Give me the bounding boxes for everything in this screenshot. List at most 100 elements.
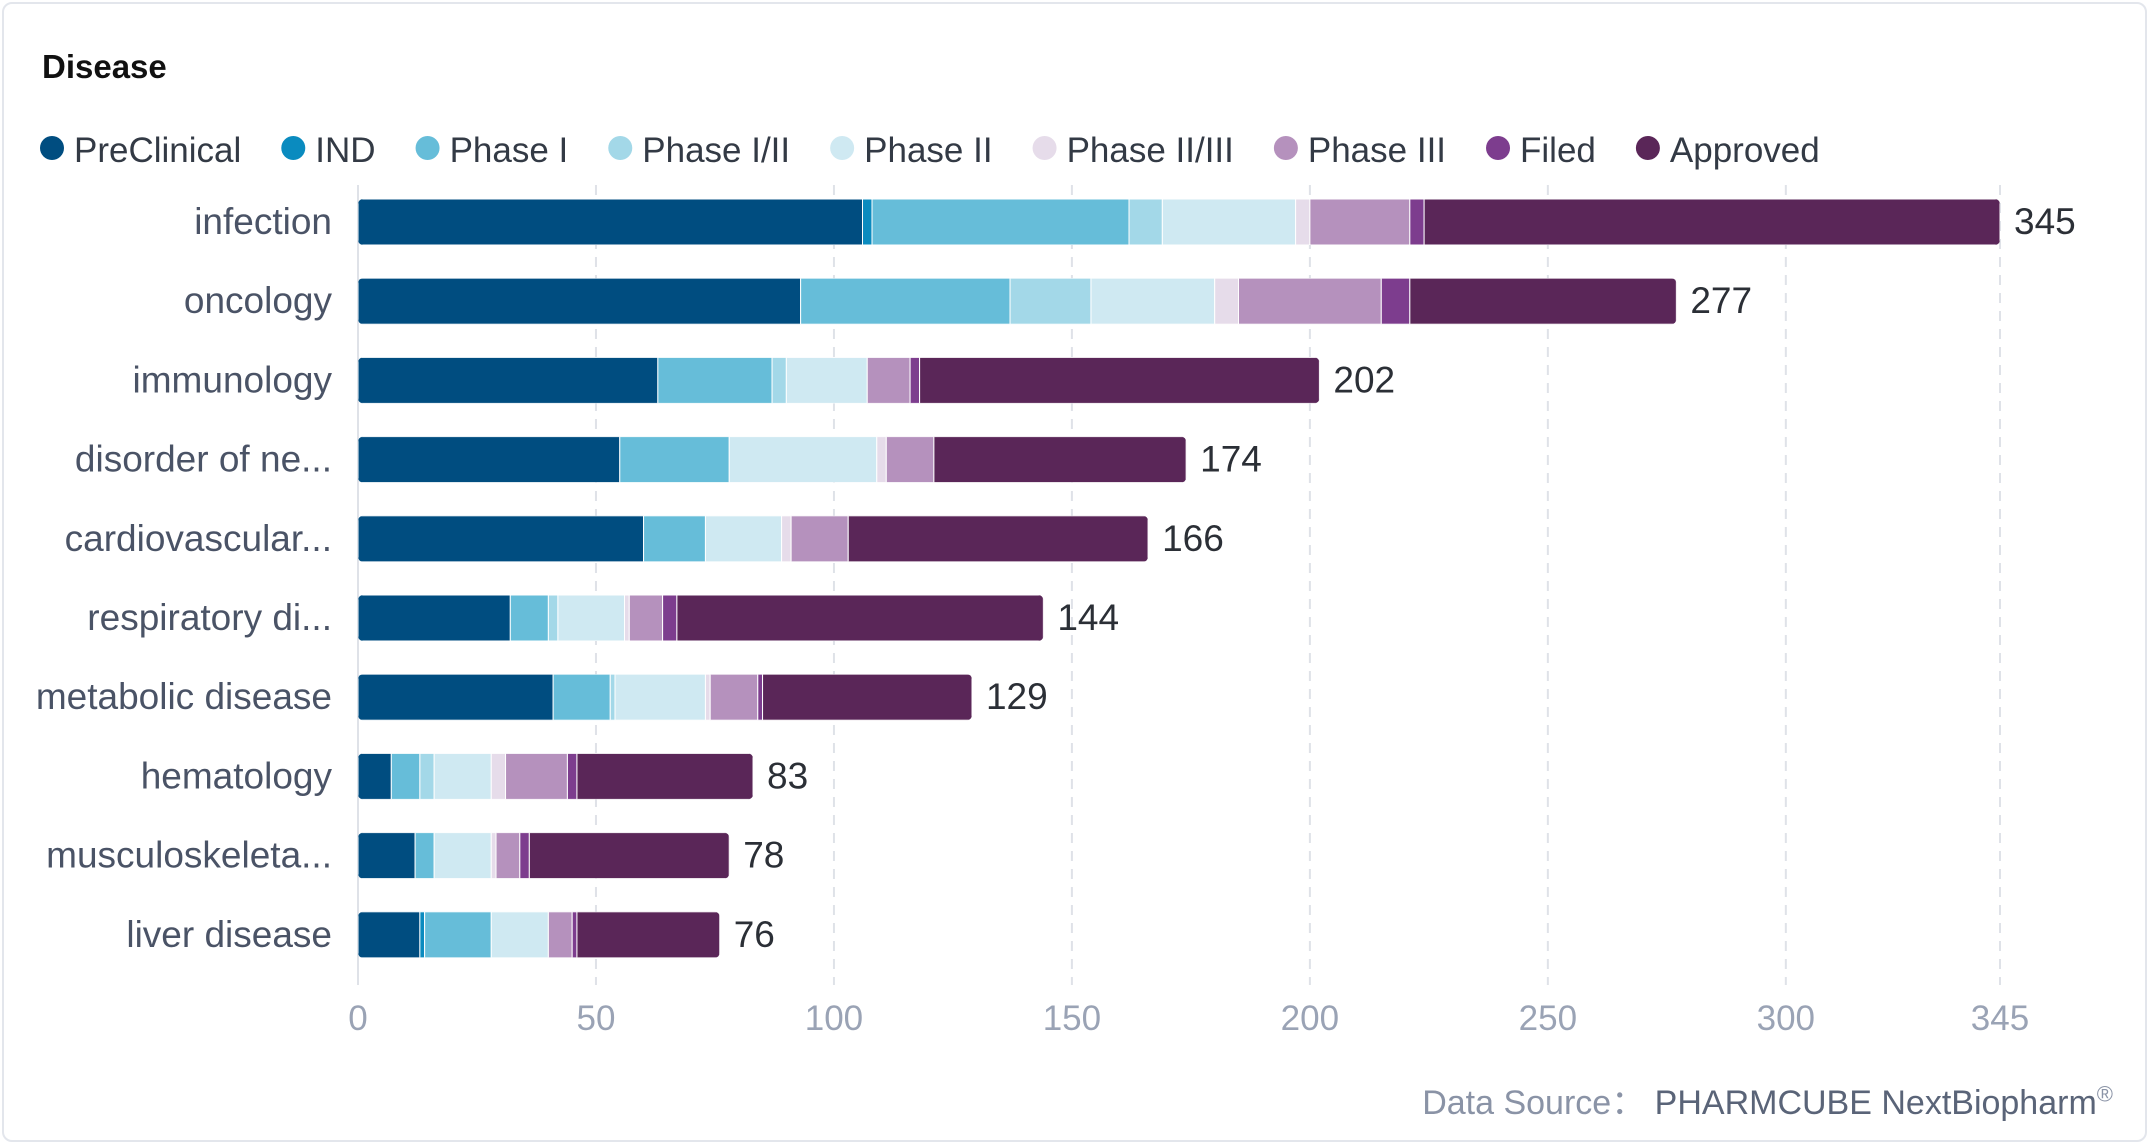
category-label: immunology [133, 359, 333, 400]
legend-item[interactable]: Phase I/II [608, 131, 790, 170]
bar-segment[interactable] [576, 753, 754, 800]
bar-segment[interactable] [433, 753, 492, 800]
bar-segment[interactable] [566, 753, 578, 800]
legend-item[interactable]: Phase I [415, 131, 569, 170]
bar-segment[interactable] [358, 674, 554, 721]
bar-segment[interactable] [358, 436, 621, 483]
bar-segment[interactable] [519, 832, 530, 879]
bar-segment[interactable] [528, 832, 730, 879]
bar-segment[interactable] [800, 278, 1011, 325]
legend-item[interactable]: IND [281, 131, 376, 170]
bar-segment[interactable] [1380, 278, 1411, 325]
bar-segment[interactable] [676, 595, 1044, 641]
bar-row [358, 357, 1320, 404]
bar-segment[interactable] [390, 753, 421, 800]
bar-row [358, 595, 1044, 641]
category-label: cardiovascular... [65, 518, 332, 559]
legend: PreClinical IND Phase I Phase I/II Phase II P… [40, 131, 1820, 170]
bar-segment[interactable] [885, 436, 935, 483]
bar-segment[interactable] [495, 832, 521, 879]
bar-segment[interactable] [433, 832, 492, 879]
bar-segment[interactable] [358, 278, 802, 325]
bar-segment[interactable] [785, 357, 868, 404]
bar-segment[interactable] [1423, 199, 2000, 245]
legend-marker [415, 136, 440, 160]
bar-segment[interactable] [847, 515, 1149, 562]
bar-segment[interactable] [609, 674, 616, 721]
bar-segment[interactable] [871, 199, 1130, 245]
bar-segment[interactable] [576, 911, 720, 958]
bar-segment[interactable] [490, 753, 507, 800]
bar-segment[interactable] [1237, 278, 1382, 325]
legend-item[interactable]: PreClinical [40, 131, 241, 170]
bar-segment[interactable] [866, 357, 911, 404]
bar-segment[interactable] [1161, 199, 1297, 245]
bar-segment[interactable] [490, 832, 497, 879]
bar-segment[interactable] [628, 595, 664, 641]
bar-segment[interactable] [419, 911, 426, 958]
bar-segment[interactable] [1090, 278, 1216, 325]
bar-segment[interactable] [509, 595, 549, 641]
bar-segment[interactable] [619, 436, 730, 483]
total-label: 78 [743, 835, 784, 876]
bar-segment[interactable] [662, 595, 678, 641]
bar-segment[interactable] [552, 674, 611, 721]
bar-segment[interactable] [1214, 278, 1239, 325]
bar-segment[interactable] [771, 357, 787, 404]
bar-segment[interactable] [614, 674, 706, 721]
bar-segment[interactable] [704, 674, 711, 721]
bar-segment[interactable] [358, 357, 659, 404]
legend-marker [830, 136, 855, 160]
data-source: Data Source： PHARMCUBE NextBiopharm® [1422, 1075, 2113, 1124]
bar-segment[interactable] [704, 515, 783, 562]
bar-segment[interactable] [490, 911, 549, 958]
bar-segment[interactable] [1128, 199, 1163, 245]
bar-segment[interactable] [781, 515, 792, 562]
bar-segment[interactable] [1409, 199, 1425, 245]
bar-segment[interactable] [1409, 278, 1677, 325]
legend-item[interactable]: Phase II/III [1032, 131, 1234, 170]
bars [358, 199, 2000, 958]
bar-segment[interactable] [709, 674, 759, 721]
bar-segment[interactable] [414, 832, 435, 879]
bar-segment[interactable] [505, 753, 568, 800]
bar-segment[interactable] [358, 199, 863, 245]
bar-segment[interactable] [624, 595, 630, 641]
bar-segment[interactable] [547, 595, 559, 641]
bar-row [358, 515, 1149, 562]
legend-item[interactable]: Phase III [1273, 131, 1446, 170]
legend-item[interactable]: Filed [1486, 131, 1596, 170]
bar-segment[interactable] [1009, 278, 1092, 325]
legend-item[interactable]: Phase II [830, 131, 993, 170]
bar-segment[interactable] [909, 357, 921, 404]
total-label: 345 [2014, 201, 2076, 242]
bar-segment[interactable] [919, 357, 1320, 404]
bar-segment[interactable] [876, 436, 887, 483]
bar-segment[interactable] [358, 911, 421, 958]
bar-segment[interactable] [762, 674, 972, 721]
bar-segment[interactable] [790, 515, 849, 562]
legend-label: Phase II/III [1067, 131, 1234, 170]
bar-segment[interactable] [728, 436, 878, 483]
bar-segment[interactable] [358, 515, 645, 562]
bar-segment[interactable] [861, 199, 873, 245]
bar-segment[interactable] [1309, 199, 1411, 245]
data-source-label: Data Source： [1422, 1084, 1646, 1122]
bar-segment[interactable] [643, 515, 706, 562]
legend-label: Phase II [864, 131, 992, 170]
bar-segment[interactable] [557, 595, 626, 641]
bar-segment[interactable] [424, 911, 492, 958]
bar-segment[interactable] [419, 753, 435, 800]
bar-segment[interactable] [358, 595, 511, 641]
bar-segment[interactable] [657, 357, 773, 404]
bar-segment[interactable] [358, 753, 392, 800]
chart-title: Disease [42, 48, 167, 85]
legend-item[interactable]: Approved [1635, 131, 1820, 170]
bar-segment[interactable] [1295, 199, 1311, 245]
bar-segment[interactable] [358, 832, 416, 879]
bar-segment[interactable] [757, 674, 764, 721]
bar-segment[interactable] [571, 911, 578, 958]
bar-segment[interactable] [547, 911, 573, 958]
bar-segment[interactable] [933, 436, 1187, 483]
